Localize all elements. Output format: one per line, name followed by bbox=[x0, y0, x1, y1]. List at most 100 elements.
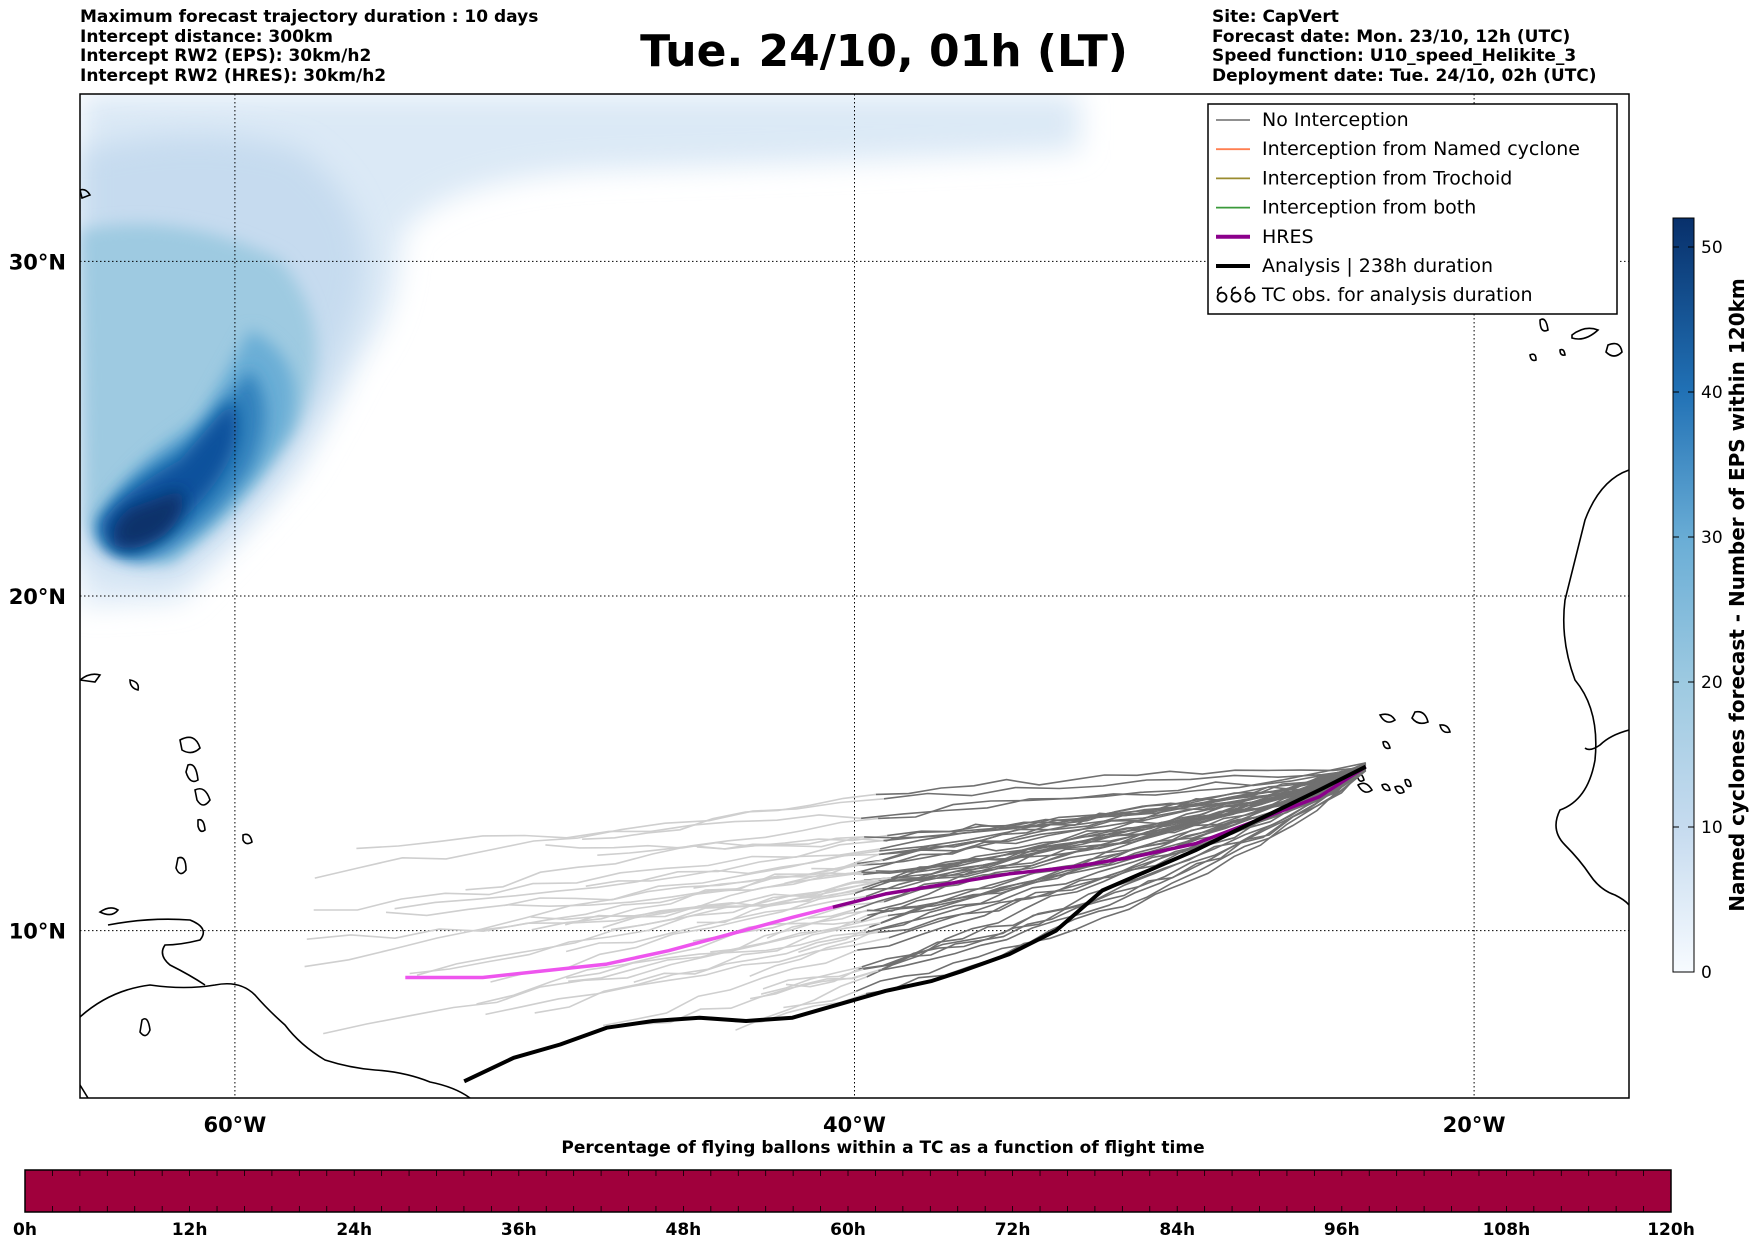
map-grid bbox=[80, 94, 1629, 1098]
ensemble-track bbox=[863, 767, 1366, 876]
hres-track bbox=[832, 765, 1367, 909]
lat-tick-label: 30°N bbox=[9, 250, 66, 274]
map-axis-labels: 60°W 40°W 20°W 10°N 20°N 30°N bbox=[9, 250, 1506, 1137]
ensemble-track bbox=[534, 922, 882, 1014]
ensemble-track bbox=[878, 766, 1367, 972]
ensemble-track bbox=[597, 837, 886, 856]
trajectory-tracks bbox=[304, 761, 1367, 1084]
map-frame bbox=[79, 93, 1630, 1099]
time-colorbar-tick-label: 108h bbox=[1483, 1220, 1531, 1240]
ensemble-track bbox=[749, 928, 879, 977]
colorbar-tick-label: 10 bbox=[1701, 818, 1723, 838]
ensemble-track bbox=[856, 769, 1366, 865]
header-line-speed-function: Speed function: U10_speed_Helikite_3 bbox=[1212, 46, 1577, 66]
header-line-deployment-date: Deployment date: Tue. 24/10, 02h (UTC) bbox=[1212, 65, 1597, 86]
legend-box bbox=[1207, 103, 1618, 315]
lon-tick-label: 60°W bbox=[203, 1113, 266, 1137]
header-line-site: Site: CapVert bbox=[1212, 7, 1339, 27]
time-colorbar-tick-label: 84h bbox=[1159, 1220, 1195, 1240]
header-line-max-duration: Maximum forecast trajectory duration : 1… bbox=[80, 7, 539, 27]
ensemble-track bbox=[783, 990, 857, 1009]
time-colorbar-tick-label: 48h bbox=[666, 1220, 702, 1240]
colorbar-tick-label: 30 bbox=[1701, 528, 1723, 548]
ensemble-track bbox=[693, 871, 862, 889]
ensemble-track bbox=[857, 763, 1367, 951]
colorbar-tick-label: 50 bbox=[1701, 238, 1723, 258]
header-line-forecast-date: Forecast date: Mon. 23/10, 12h (UTC) bbox=[1212, 26, 1571, 47]
ensemble-track bbox=[766, 909, 868, 939]
time-colorbar-tick-label: 12h bbox=[172, 1220, 208, 1240]
ensemble-track bbox=[409, 880, 888, 975]
time-colorbar-tick-label: 72h bbox=[995, 1220, 1031, 1240]
legend-item-label: HRES bbox=[1262, 226, 1314, 248]
time-colorbar-tick-label: 24h bbox=[336, 1220, 372, 1240]
ensemble-track bbox=[633, 931, 878, 983]
colorbar-tick-label: 20 bbox=[1701, 673, 1723, 693]
cyclone-density-field bbox=[80, 94, 1080, 605]
ensemble-track bbox=[313, 839, 884, 911]
ensemble-track bbox=[749, 969, 879, 1000]
colorbar-tick-label: 40 bbox=[1701, 383, 1723, 403]
ensemble-track bbox=[883, 768, 1366, 800]
ensemble-track bbox=[416, 877, 892, 976]
lat-tick-label: 10°N bbox=[9, 920, 66, 944]
ensemble-track bbox=[858, 766, 1367, 970]
ensemble-track bbox=[485, 936, 890, 1016]
ensemble-track bbox=[476, 900, 885, 1005]
time-colorbar-tick-label: 0h bbox=[13, 1220, 37, 1240]
analysis-track bbox=[463, 764, 1367, 1084]
ensemble-track bbox=[602, 949, 858, 1027]
ensemble-track bbox=[863, 767, 1367, 970]
ensemble-track bbox=[855, 769, 1367, 992]
density-colorbar-gradient bbox=[1672, 217, 1695, 973]
legend-item-label: No Interception bbox=[1262, 109, 1409, 131]
lon-tick-label: 40°W bbox=[823, 1113, 886, 1137]
time-colorbar-tick-label: 36h bbox=[501, 1220, 537, 1240]
ensemble-track bbox=[465, 817, 879, 891]
legend-item-label: Interception from both bbox=[1262, 197, 1476, 219]
time-colorbar-tick-label: 60h bbox=[830, 1220, 866, 1240]
hres-track-faded bbox=[405, 905, 834, 980]
ensemble-track bbox=[878, 767, 1366, 820]
time-colorbar-title: Percentage of flying ballons within a TC… bbox=[561, 1138, 1205, 1158]
ensemble-track bbox=[314, 798, 885, 879]
ensemble-track bbox=[882, 768, 1366, 862]
lat-tick-label: 20°N bbox=[9, 585, 66, 609]
header-line-intercept-hres: Intercept RW2 (HRES): 30km/h2 bbox=[80, 65, 387, 86]
colorbar-tick-label: 0 bbox=[1701, 963, 1712, 983]
page-title: Tue. 24/10, 01h (LT) bbox=[640, 26, 1128, 77]
legend-item-label: TC obs. for analysis duration bbox=[1261, 284, 1533, 306]
header-right: Site: CapVert Forecast date: Mon. 23/10,… bbox=[1212, 7, 1597, 86]
ensemble-track bbox=[474, 859, 883, 932]
ensemble-track bbox=[879, 766, 1366, 852]
density-colorbar: Named cyclones forecast - Number of EPS … bbox=[1672, 217, 1749, 983]
time-colorbar: 0h 12h 24h 36h 48h 60h 72h 84h 96h 108h 120h bbox=[13, 1169, 1695, 1240]
ensemble-track bbox=[582, 793, 876, 840]
ensemble-track bbox=[875, 766, 1366, 796]
header-left: Maximum forecast trajectory duration : 1… bbox=[80, 7, 539, 86]
coastline-outlines bbox=[80, 188, 1629, 1098]
ensemble-track bbox=[807, 908, 855, 919]
ensemble-track bbox=[566, 931, 867, 979]
ensemble-track bbox=[304, 850, 880, 968]
ensemble-track bbox=[760, 966, 862, 995]
time-colorbar-tick-label: 96h bbox=[1324, 1220, 1360, 1240]
ensemble-track bbox=[891, 765, 1367, 879]
ensemble-track bbox=[875, 765, 1367, 873]
legend-item-label: Interception from Named cyclone bbox=[1262, 138, 1580, 160]
ensemble-track bbox=[854, 767, 1366, 894]
time-colorbar-fill bbox=[24, 1169, 1672, 1213]
legend-item-label: Interception from Trochoid bbox=[1262, 167, 1512, 189]
time-colorbar-tick-label: 120h bbox=[1647, 1220, 1695, 1240]
ensemble-track bbox=[323, 914, 889, 1035]
ensemble-track bbox=[861, 762, 1366, 820]
legend-item-label: Analysis | 238h duration bbox=[1262, 255, 1493, 277]
legend: No Interception Interception from Named c… bbox=[1207, 103, 1618, 315]
header-line-intercept-distance: Intercept distance: 300km bbox=[80, 26, 333, 47]
density-colorbar-label: Named cyclones forecast - Number of EPS … bbox=[1725, 278, 1749, 912]
ensemble-track bbox=[762, 968, 864, 990]
legend-cyclone-symbols-icon bbox=[1216, 286, 1256, 303]
lon-tick-label: 20°W bbox=[1443, 1113, 1506, 1137]
ensemble-track bbox=[385, 870, 876, 917]
